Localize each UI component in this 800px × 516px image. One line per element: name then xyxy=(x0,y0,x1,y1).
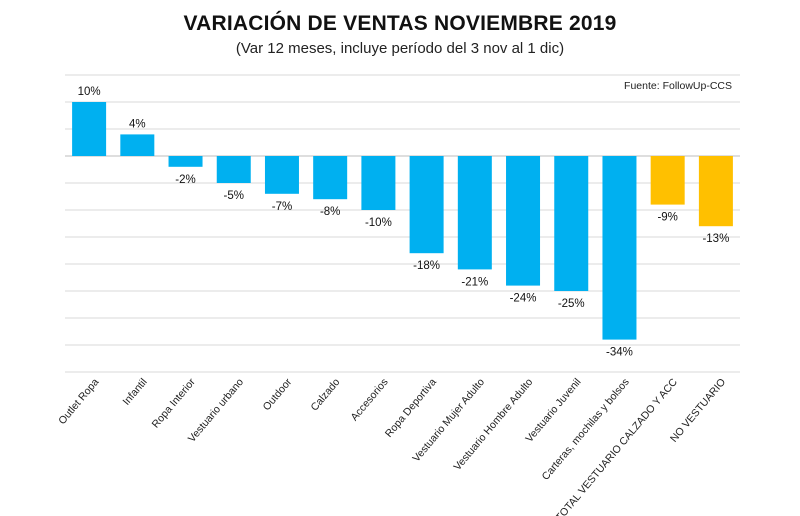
data-label: -8% xyxy=(320,206,340,218)
data-label: -9% xyxy=(657,212,677,224)
bar xyxy=(409,156,444,254)
category-label: Outlet Ropa xyxy=(56,376,101,427)
data-label: -13% xyxy=(702,233,729,245)
data-label: -5% xyxy=(224,190,244,202)
data-label: -21% xyxy=(461,276,488,288)
bar xyxy=(120,134,155,156)
data-label: -7% xyxy=(272,201,292,213)
data-label: -2% xyxy=(175,174,195,186)
data-label: -10% xyxy=(365,217,392,229)
bar xyxy=(650,156,685,205)
bar xyxy=(72,102,107,156)
chart-subtitle: (Var 12 meses, incluye período del 3 nov… xyxy=(235,40,565,57)
data-label: -25% xyxy=(558,298,585,310)
bar xyxy=(313,156,348,200)
bar xyxy=(602,156,637,340)
data-label: 4% xyxy=(129,118,146,130)
category-label: Ropa Interior xyxy=(150,376,199,431)
bar xyxy=(216,156,251,183)
data-label: -24% xyxy=(510,293,537,305)
bar xyxy=(361,156,396,210)
chart-title: VARIACIÓN DE VENTAS NOVIEMBRE 2019 xyxy=(183,12,617,35)
data-label: -34% xyxy=(606,347,633,359)
category-label: Infantil xyxy=(121,376,150,407)
category-label: Accesorios xyxy=(348,376,390,423)
category-label: Calzado xyxy=(309,376,343,413)
bar xyxy=(264,156,299,194)
data-label: -18% xyxy=(413,260,440,272)
bar xyxy=(506,156,541,286)
bar xyxy=(554,156,589,291)
category-label: Ropa Deportiva xyxy=(383,376,439,440)
bar xyxy=(698,156,733,227)
data-label: 10% xyxy=(78,86,101,98)
category-label: Carteras, mochilas y bolsos xyxy=(540,376,632,483)
category-label: Outdoor xyxy=(261,376,295,413)
bar xyxy=(457,156,492,270)
chart-source: Fuente: FollowUp-CCS xyxy=(624,80,732,92)
category-label: Vestuario Hombre Adulto xyxy=(451,376,535,473)
bar xyxy=(168,156,203,167)
